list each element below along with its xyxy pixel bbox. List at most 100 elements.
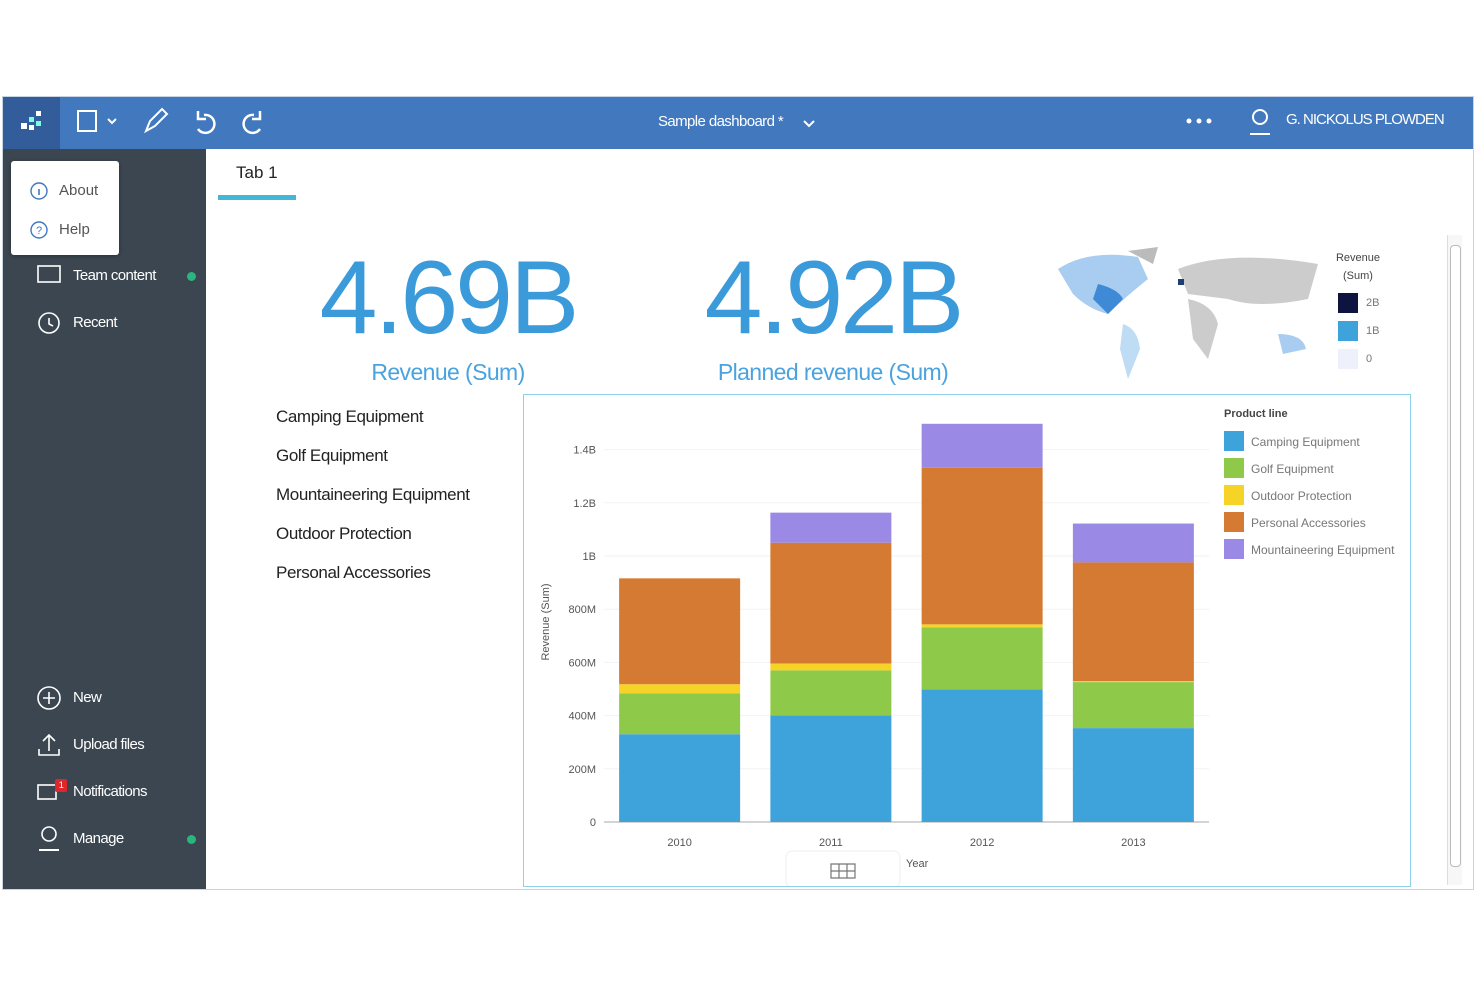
legend-swatch — [1338, 321, 1358, 341]
bar-segment — [770, 715, 892, 822]
map-card[interactable]: Revenue (Sum) 2B 1B 0 — [1028, 239, 1410, 389]
y-tick-label: 800M — [568, 604, 596, 616]
bar-segment — [1072, 562, 1194, 682]
legend-label: 0 — [1366, 353, 1373, 365]
x-tick-label: 2010 — [667, 837, 691, 849]
menu-help[interactable]: Help — [59, 221, 90, 238]
bar-segment — [619, 684, 741, 694]
status-dot — [187, 835, 196, 844]
list-item[interactable]: Golf Equipment — [276, 446, 388, 465]
nav-notifications[interactable]: Notifications — [73, 783, 148, 800]
bar-segment — [921, 624, 1043, 628]
scroll-thumb[interactable] — [1450, 245, 1461, 867]
legend-title-line: Revenue — [1335, 252, 1381, 264]
y-tick-label: 200M — [568, 764, 596, 776]
x-axis-label: Year — [906, 858, 929, 870]
legend-label: Outdoor Protection — [1251, 489, 1352, 503]
legend-swatch — [1224, 539, 1244, 559]
table-icon — [830, 863, 856, 879]
bar-segment — [1072, 523, 1194, 563]
bar-segment — [921, 689, 1043, 822]
nav-manage[interactable]: Manage — [73, 830, 124, 847]
upload-icon — [38, 733, 60, 756]
legend-swatch — [1224, 431, 1244, 451]
toolbar-icons[interactable] — [68, 105, 288, 141]
nav-recent[interactable]: Recent — [73, 314, 118, 331]
y-tick-label: 600M — [568, 657, 596, 669]
kpi-label: Planned revenue (Sum) — [717, 359, 949, 385]
legend-label: 2B — [1366, 297, 1380, 309]
product-list-card[interactable]: Camping Equipment Golf Equipment Mountai… — [258, 393, 522, 633]
nav-team-content[interactable]: Team content — [73, 267, 156, 284]
recent-icon — [38, 312, 60, 334]
y-tick-label: 1B — [583, 551, 596, 563]
legend-label: Mountaineering Equipment — [1251, 543, 1395, 557]
kpi-value: 4.69B — [319, 240, 580, 356]
bar-chart[interactable]: Product line Revenue (Sum) Year 0 200M 400… — [523, 394, 1411, 887]
list-item[interactable]: Outdoor Protection — [276, 524, 412, 543]
home-button[interactable] — [3, 97, 60, 149]
legend-label: Camping Equipment — [1251, 435, 1360, 449]
kpi-label: Revenue (Sum) — [371, 359, 525, 385]
dropdown-icon[interactable] — [801, 115, 817, 131]
legend-swatch — [1338, 349, 1358, 369]
bar-segment — [770, 512, 892, 543]
y-tick-label: 400M — [568, 711, 596, 723]
kpi-value: 4.92B — [704, 240, 965, 356]
kpi-card[interactable]: 4.69B Revenue (Sum) — [258, 239, 638, 389]
bar-segment — [619, 693, 741, 735]
y-tick-label: 0 — [590, 817, 596, 829]
kpi-card[interactable]: 4.92B Planned revenue (Sum) — [642, 239, 1024, 389]
dashboard-title[interactable]: Sample dashboard * — [658, 113, 784, 130]
legend-label: 1B — [1366, 325, 1380, 337]
list-item[interactable]: Personal Accessories — [276, 563, 431, 582]
legend-label: Personal Accessories — [1251, 516, 1366, 530]
list-item[interactable]: Mountaineering Equipment — [276, 485, 470, 504]
legend-swatch — [1338, 293, 1358, 313]
legend-swatch — [1224, 512, 1244, 532]
dashboard-canvas: Tab 1 4.69B Revenue (Sum) 4.92B Planned … — [206, 149, 1473, 889]
bar-segment — [921, 467, 1043, 625]
bar-segment — [1072, 681, 1194, 683]
bar-segment — [1072, 682, 1194, 729]
nav-new[interactable]: New — [73, 689, 102, 706]
status-dot — [187, 272, 196, 281]
x-tick-label: 2012 — [970, 837, 994, 849]
bar-segment — [921, 423, 1043, 468]
user-icon[interactable] — [1247, 107, 1273, 137]
scrollbar[interactable] — [1447, 235, 1462, 885]
nav-upload-files[interactable]: Upload files — [73, 736, 145, 753]
more-icon[interactable] — [1183, 115, 1215, 135]
about-icon — [30, 182, 48, 200]
map-legend-title: Revenue (Sum) — [1328, 249, 1388, 285]
bar-segment — [770, 670, 892, 716]
svg-text:?: ? — [36, 225, 42, 237]
manage-icon — [39, 826, 59, 851]
x-tick-label: 2013 — [1121, 837, 1145, 849]
user-name[interactable]: G. NICKOLUS PLOWDEN — [1286, 111, 1445, 128]
legend-swatch — [1224, 458, 1244, 478]
bar-segment — [921, 627, 1043, 690]
bar-segment — [770, 663, 892, 671]
help-menu: About ? Help — [11, 161, 119, 255]
menu-about[interactable]: About — [59, 182, 99, 199]
y-axis-label: Revenue (Sum) — [540, 583, 552, 660]
tab-underline — [218, 195, 296, 200]
y-tick-label: 1.2B — [573, 498, 596, 510]
legend-swatch — [1224, 485, 1244, 505]
tab-label[interactable]: Tab 1 — [236, 163, 278, 182]
list-item[interactable]: Camping Equipment — [276, 407, 424, 426]
notification-badge: 1 — [55, 779, 67, 792]
legend-title: Product line — [1224, 408, 1288, 420]
sidebar: Team content Recent New Upload files 1 N… — [3, 149, 206, 889]
legend-title-line: (Sum) — [1343, 270, 1373, 282]
bar-segment — [619, 578, 741, 685]
new-icon — [37, 686, 61, 710]
table-toggle[interactable] — [785, 850, 901, 887]
bar-segment — [770, 542, 892, 664]
legend: Camping Equipment Golf Equipment Outdoor P… — [1224, 431, 1395, 559]
app-window: Sample dashboard * G. NICKOLUS PLOWDEN T… — [2, 96, 1474, 890]
help-icon: ? — [30, 221, 48, 239]
team-icon — [37, 265, 61, 283]
